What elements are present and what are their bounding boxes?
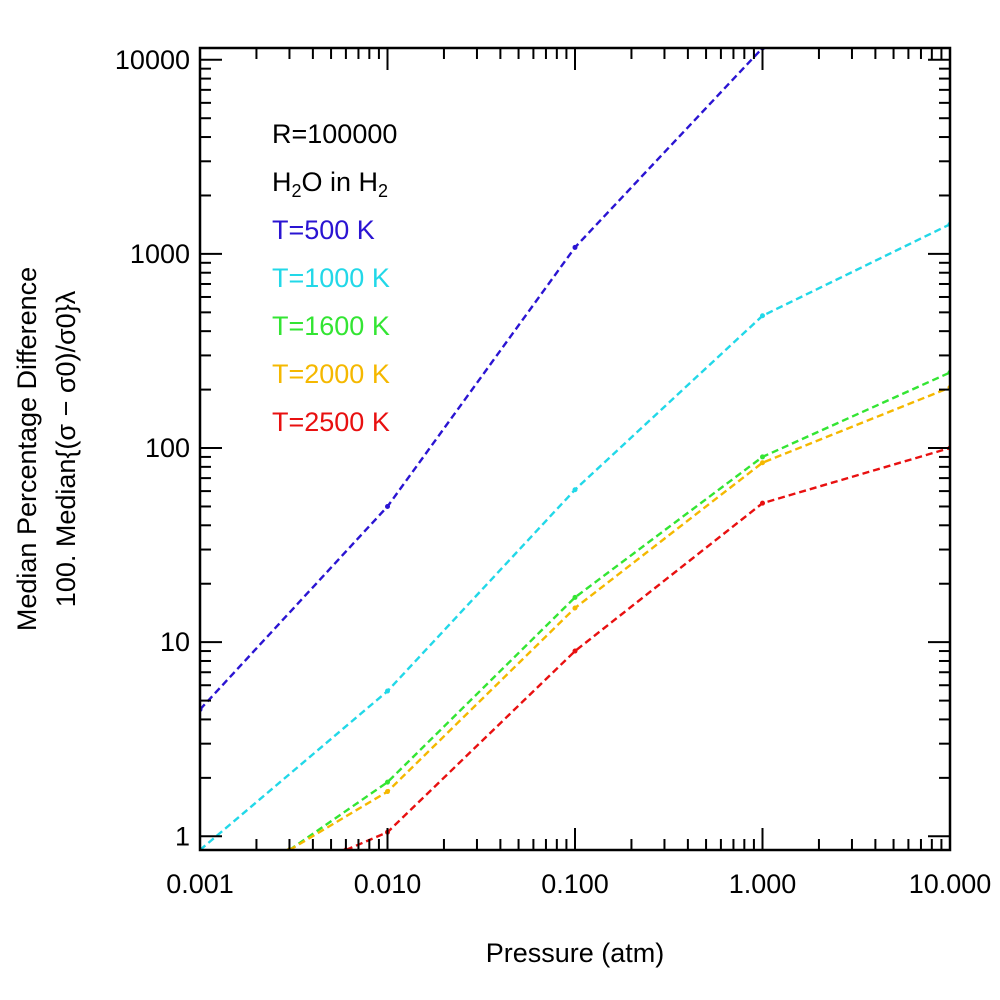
- legend-entry-4: T=2500 K: [272, 407, 390, 437]
- y-tick-label: 1000: [130, 239, 190, 269]
- x-tick-label: 0.100: [541, 869, 609, 899]
- data-point: [385, 688, 390, 694]
- data-point: [760, 460, 765, 466]
- labels-layer: 0.001 0.010 0.100 1.000 10.000 1 10 100 1000 1000…: [115, 45, 991, 899]
- data-point: [385, 779, 390, 785]
- legend-entry-1: T=1000 K: [272, 263, 390, 293]
- data-point: [385, 789, 390, 795]
- annotation-resolution: R=100000: [272, 119, 397, 149]
- annotation-species: H2O in H2: [272, 167, 388, 201]
- data-point: [760, 313, 765, 319]
- x-axis-title: Pressure (atm): [486, 938, 665, 968]
- series-line-0: [200, 48, 764, 711]
- y-tick-label: 100: [145, 433, 190, 463]
- data-point: [760, 500, 765, 506]
- legend-entry-3: T=2000 K: [272, 359, 390, 389]
- y-tick-label: 10000: [115, 45, 190, 75]
- series-line-2: [288, 371, 950, 850]
- legend-entry-0: T=500 K: [272, 215, 375, 245]
- x-tick-label: 0.001: [166, 869, 234, 899]
- y-axis-title-line2: 100. Median{(σ − σ0)/σ0}λ: [51, 290, 81, 607]
- legend: R=100000 H2O in H2 T=500 K T=1000 K T=1600 K…: [272, 119, 397, 437]
- data-point: [760, 454, 765, 460]
- legend-entry-2: T=1600 K: [272, 311, 390, 341]
- data-point: [572, 594, 578, 600]
- data-point: [572, 244, 578, 250]
- data-point: [572, 605, 578, 611]
- data-point: [572, 648, 578, 654]
- series-line-4: [345, 446, 950, 850]
- x-tick-label: 1.000: [729, 869, 797, 899]
- x-tick-label: 10.000: [909, 869, 992, 899]
- plot-frame: [198, 46, 952, 852]
- data-point: [572, 487, 578, 493]
- y-tick-label: 10: [160, 627, 190, 657]
- y-axis-title-line1: Median Percentage Difference: [12, 267, 42, 631]
- y-tick-label: 1: [175, 821, 190, 851]
- x-tick-label: 0.010: [354, 869, 422, 899]
- ticks-layer: [199, 48, 950, 850]
- data-point: [385, 503, 390, 509]
